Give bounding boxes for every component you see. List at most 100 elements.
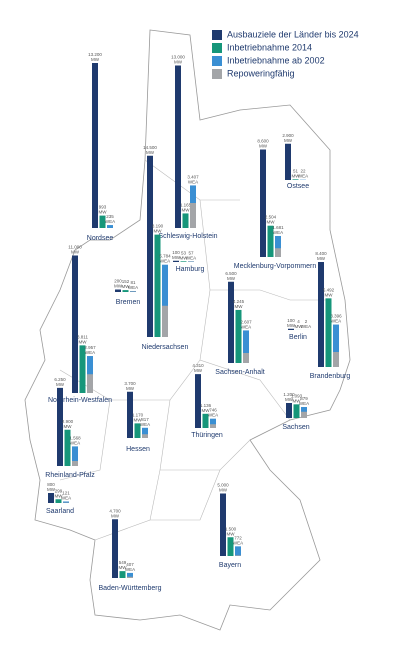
value-label: 14.500 MW <box>143 145 157 155</box>
value-label: 879 WEA <box>299 396 309 406</box>
repowering-bar <box>333 352 339 367</box>
bar <box>227 537 234 556</box>
region-label: Hessen <box>126 446 150 453</box>
value-label: 1.165 MW <box>180 202 192 212</box>
repowering-bar <box>190 203 196 228</box>
value-label: 3.396 WEA <box>330 314 342 324</box>
bar <box>72 255 78 393</box>
value-label: 549 MW <box>119 560 128 570</box>
value-label: 2.900 MW <box>282 133 294 143</box>
value-label: 2.957 WEA <box>84 345 96 355</box>
value-label: 81 WEA <box>128 280 138 290</box>
bar <box>64 429 71 466</box>
value-label: 121 WEA <box>61 490 71 500</box>
bar <box>267 225 274 257</box>
bar <box>127 572 133 578</box>
bar <box>235 546 241 556</box>
region-label: Nordrhein-Westfalen <box>48 397 112 404</box>
value-label: 1.568 WEA <box>69 435 81 445</box>
region-label: Mecklenburg-Vorpommern <box>234 263 317 270</box>
value-label: 22 WEA <box>298 169 308 179</box>
bar <box>243 330 249 363</box>
region-label: Saarland <box>46 508 74 515</box>
bar <box>72 446 78 466</box>
value-label: 53 MW <box>180 250 189 260</box>
repowering-bar <box>142 434 148 438</box>
value-label: 2.900 MW <box>62 419 74 429</box>
value-label: 1.093 MW <box>291 393 303 403</box>
repowering-bar <box>72 461 78 466</box>
value-label: 3.811 MW <box>77 334 88 344</box>
bar <box>293 404 300 418</box>
bar <box>147 155 153 337</box>
value-label: 772 WEA <box>233 535 243 545</box>
region-label: Brandenburg <box>310 373 351 380</box>
value-label: 4.245 MW <box>233 299 245 309</box>
repowering-bar <box>235 555 241 556</box>
region-label: Schleswig-Holstein <box>158 233 217 240</box>
repowering-bar <box>130 291 136 292</box>
bar <box>115 289 121 292</box>
value-label: 4.700 MW <box>109 508 121 518</box>
bar <box>195 374 201 428</box>
repowering-bar <box>127 576 133 578</box>
bar <box>235 309 242 363</box>
region-label: Hamburg <box>176 266 205 273</box>
bar <box>57 387 63 466</box>
bar <box>162 264 168 337</box>
region-label: Thüringen <box>191 432 223 439</box>
bar <box>130 290 136 292</box>
region-label: Niedersachsen <box>142 344 189 351</box>
bar <box>220 493 226 556</box>
value-label: 407 WEA <box>125 562 135 572</box>
bar <box>175 65 181 228</box>
bar <box>182 213 189 228</box>
legend-label: Inbetriebnahme ab 2002 <box>227 55 325 65</box>
region-label: Baden-Württemberg <box>98 585 161 592</box>
region-label: Sachsen <box>282 424 309 431</box>
value-label: 3.407 WEA <box>187 174 199 184</box>
bar <box>286 403 292 418</box>
value-label: 8.600 MW <box>257 139 269 149</box>
legend-swatch <box>212 43 222 53</box>
legend-swatch <box>212 30 222 40</box>
bar <box>48 493 54 503</box>
value-label: 13.000 MW <box>171 55 185 65</box>
bar <box>122 290 129 292</box>
bar <box>228 281 234 363</box>
bar <box>142 427 148 438</box>
repowering-bar <box>275 248 281 257</box>
value-label: 11.000 MW <box>68 245 82 255</box>
legend-label: Inbetriebnahme 2014 <box>227 42 312 52</box>
bar <box>107 225 113 228</box>
repowering-bar <box>301 411 307 418</box>
value-label: 2.607 WEA <box>240 319 252 329</box>
region-label: Berlin <box>289 334 307 341</box>
bar <box>180 261 187 262</box>
bar <box>119 571 126 578</box>
legend-label: Repoweringfähig <box>227 68 295 78</box>
value-label: 13.200 MW <box>88 52 102 62</box>
bar <box>173 260 179 262</box>
value-label: 1.136 MW <box>200 403 212 413</box>
repowering-bar <box>243 353 249 363</box>
value-label: 6.500 MW <box>225 271 237 281</box>
value-label: 993 MW <box>99 205 108 215</box>
bar <box>325 298 332 367</box>
bar <box>154 234 161 337</box>
value-label: 4.310 MW <box>192 363 204 373</box>
state-borders <box>59 159 330 541</box>
value-label: 1.681 WEA <box>272 225 284 235</box>
repowering-bar <box>87 374 93 393</box>
bar <box>92 63 98 228</box>
bar <box>112 519 118 578</box>
value-label: 5.000 MW <box>217 483 229 493</box>
bar <box>260 149 266 257</box>
region-label: Rheinland-Pfalz <box>45 472 95 479</box>
value-label: 100 MW <box>287 318 296 328</box>
bar <box>275 235 281 257</box>
value-label: 1.200 MW <box>283 392 295 402</box>
value-label: 8.190 MW <box>152 224 164 234</box>
value-label: 299 MW <box>55 488 64 498</box>
